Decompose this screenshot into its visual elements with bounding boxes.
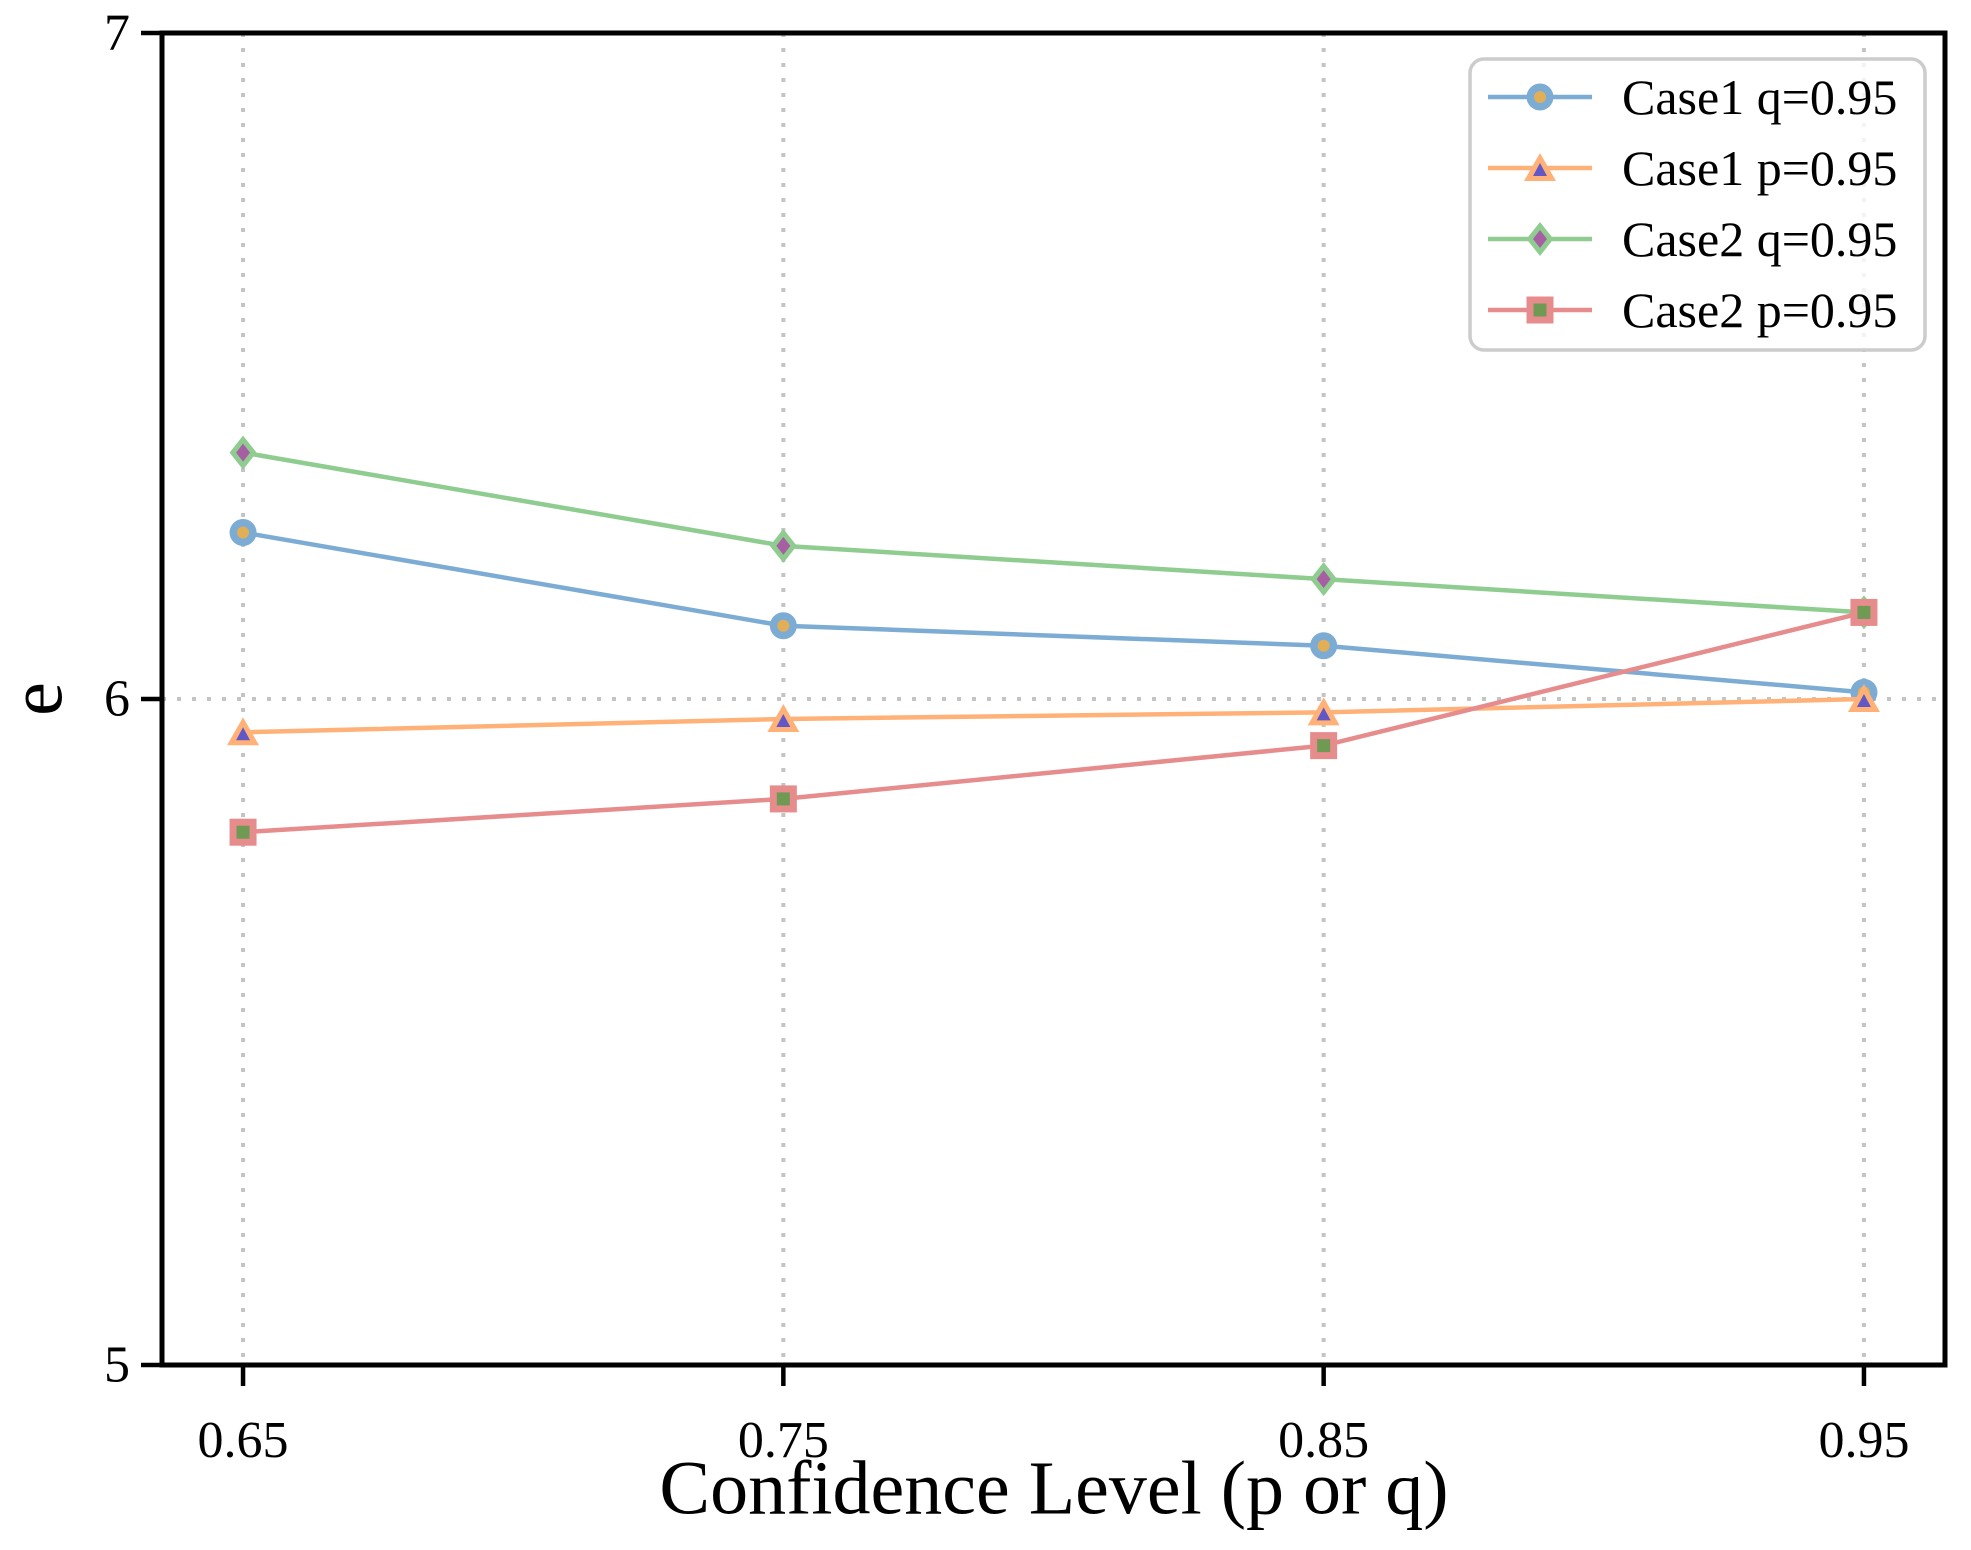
y-axis-label: e (0, 682, 78, 716)
marker-square-inner (1857, 605, 1871, 619)
tick-label-layer: 0.65 0.75 0.85 0.95 5 6 7 (104, 5, 1909, 1470)
legend-item-1: Case1 q=0.95 (1488, 69, 1897, 125)
marker-triangle-inner (1533, 163, 1547, 176)
marker-circle-inner (777, 619, 790, 632)
x-tick-label: 0.85 (1278, 1412, 1369, 1469)
legend-label: Case2 q=0.95 (1622, 211, 1897, 267)
series-line-4 (240, 610, 1867, 835)
marker-circle-inner (1317, 639, 1330, 652)
marker-diamond-inner (1316, 570, 1331, 589)
legend-label: Case2 p=0.95 (1622, 282, 1897, 338)
y-tick-label: 6 (104, 671, 130, 728)
series-line-3 (240, 450, 1867, 615)
marker-triangle-inner (1316, 707, 1331, 721)
legend-item-4: Case2 p=0.95 (1488, 282, 1897, 338)
axes-layer (141, 30, 1948, 1386)
marker-diamond-inner (776, 536, 791, 555)
marker-square-inner (776, 792, 790, 806)
marker-diamond-inner (236, 443, 251, 462)
marker-triangle-inner (776, 713, 791, 727)
marker-square-inner (236, 825, 250, 839)
x-tick-label: 0.65 (198, 1412, 289, 1469)
marker-square-inner (1317, 739, 1331, 753)
marker-square-inner (1533, 303, 1547, 317)
series-layer (227, 435, 1880, 846)
marker-diamond-inner (1533, 230, 1547, 248)
y-tick-label: 5 (104, 1337, 130, 1394)
marker-circle-inner (237, 526, 250, 539)
legend-item-2: Case1 p=0.95 (1488, 140, 1897, 196)
marker-triangle-inner (236, 727, 251, 741)
legend-item-3: Case2 q=0.95 (1488, 211, 1897, 267)
legend-label: Case1 q=0.95 (1622, 69, 1897, 125)
marker-circle-inner (1534, 91, 1546, 103)
x-axis-label: Confidence Level (p or q) (659, 1446, 1448, 1530)
legend-label: Case1 p=0.95 (1622, 140, 1897, 196)
series-line-1 (240, 530, 1867, 695)
legend-box (1468, 57, 1927, 352)
x-tick-label: 0.75 (738, 1412, 829, 1469)
marker-triangle-inner (1856, 694, 1871, 707)
y-tick-label: 7 (104, 5, 130, 62)
legend: Case1 q=0.95 Case1 p=0.95 Case2 q=0.95 Case… (1468, 57, 1927, 352)
x-tick-label: 0.95 (1818, 1412, 1909, 1469)
grid-layer (162, 33, 1945, 1365)
series-line-2 (240, 696, 1867, 735)
